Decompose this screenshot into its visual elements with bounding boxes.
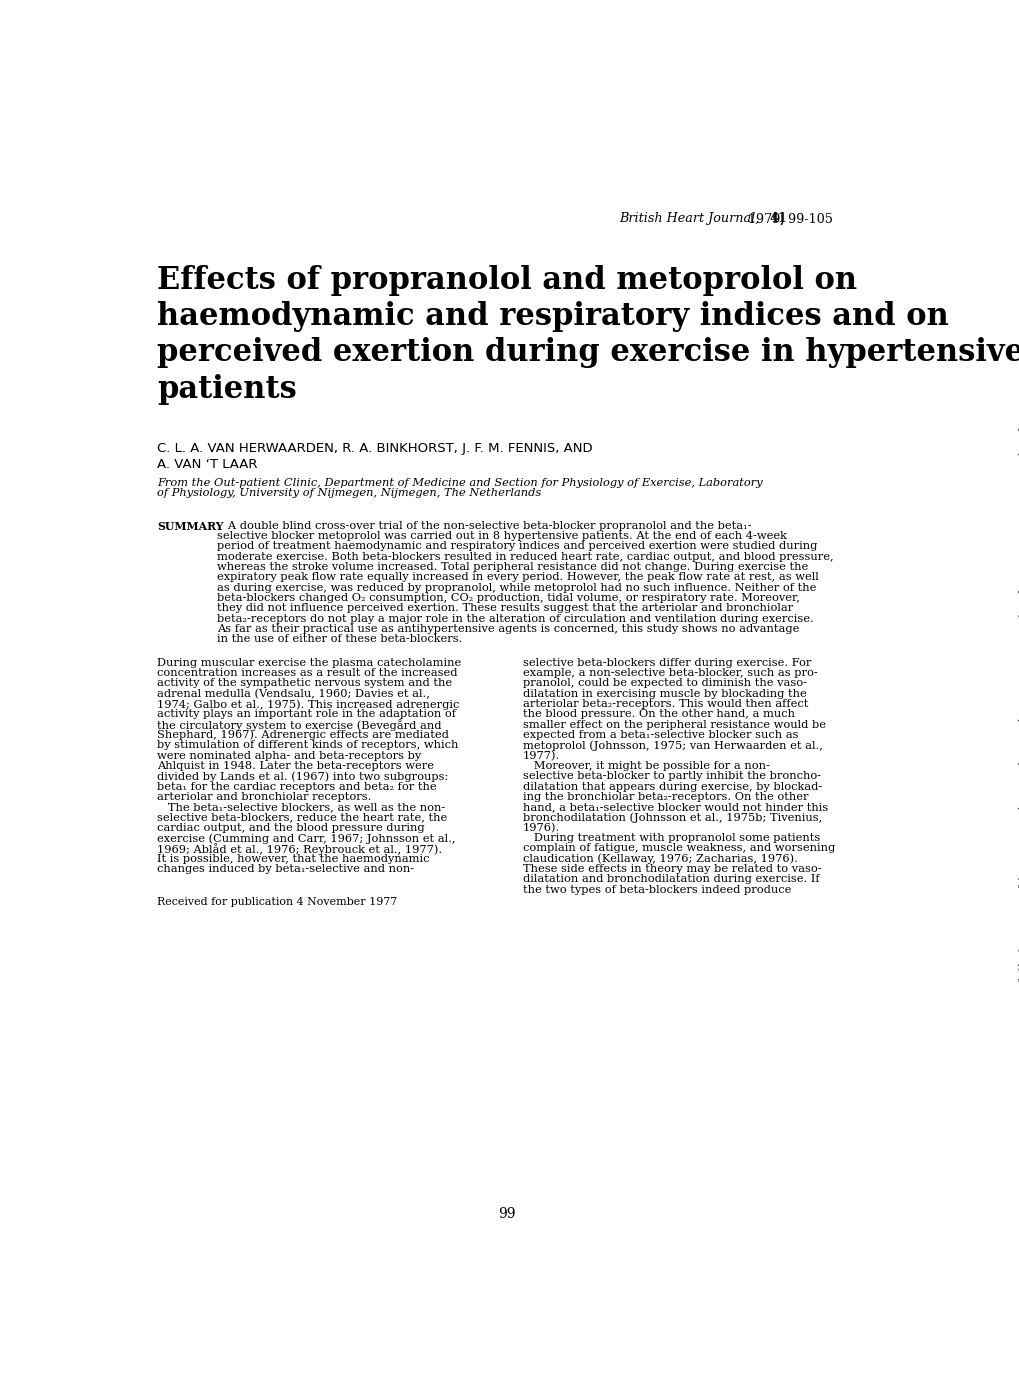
Text: the circulatory system to exercise (Bevegård and: the circulatory system to exercise (Beve… — [157, 720, 441, 731]
Text: concentration increases as a result of the increased: concentration increases as a result of t… — [157, 669, 457, 678]
Text: During treatment with propranolol some patients: During treatment with propranolol some p… — [522, 834, 819, 843]
Text: the blood pressure. On the other hand, a much: the blood pressure. On the other hand, a… — [522, 709, 794, 720]
Text: Ahlquist in 1948. Later the beta-receptors were: Ahlquist in 1948. Later the beta-recepto… — [157, 761, 433, 771]
Text: These side effects in theory may be related to vaso-: These side effects in theory may be rela… — [522, 864, 820, 874]
Text: expected from a beta₁-selective blocker such as: expected from a beta₁-selective blocker … — [522, 730, 798, 739]
Text: claudication (Kellaway, 1976; Zacharias, 1976).: claudication (Kellaway, 1976; Zacharias,… — [522, 854, 797, 864]
Text: A double blind cross-over trial of the non-selective beta-blocker propranolol an: A double blind cross-over trial of the n… — [216, 520, 750, 531]
Text: selective beta-blockers, reduce the heart rate, the: selective beta-blockers, reduce the hear… — [157, 813, 446, 822]
Text: beta₂-receptors do not play a major role in the alteration of circulation and ve: beta₂-receptors do not play a major role… — [216, 613, 812, 624]
Text: selective beta-blocker to partly inhibit the broncho-: selective beta-blocker to partly inhibit… — [522, 771, 820, 781]
Text: British Heart Journal,: British Heart Journal, — [619, 212, 759, 225]
Text: 1976).: 1976). — [522, 822, 559, 834]
Text: hand, a beta₁-selective blocker would not hinder this: hand, a beta₁-selective blocker would no… — [522, 802, 827, 813]
Text: activity of the sympathetic nervous system and the: activity of the sympathetic nervous syst… — [157, 678, 451, 688]
Text: arteriolar beta₂-receptors. This would then affect: arteriolar beta₂-receptors. This would t… — [522, 699, 807, 709]
Text: dilatation in exercising muscle by blockading the: dilatation in exercising muscle by block… — [522, 689, 806, 699]
Text: Shephard, 1967). Adrenergic effects are mediated: Shephard, 1967). Adrenergic effects are … — [157, 730, 448, 741]
Text: 1977).: 1977). — [522, 750, 559, 761]
Text: During muscular exercise the plasma catecholamine: During muscular exercise the plasma cate… — [157, 657, 461, 667]
Text: of Physiology, University of Nijmegen, Nijmegen, The Netherlands: of Physiology, University of Nijmegen, N… — [157, 488, 541, 498]
Text: bronchodilatation (Johnsson et al., 1975b; Tivenius,: bronchodilatation (Johnsson et al., 1975… — [522, 813, 821, 822]
Text: perceived exertion during exercise in hypertensive: perceived exertion during exercise in hy… — [157, 337, 1019, 369]
Text: 41: 41 — [768, 212, 787, 225]
Text: 1969; Ablåd et al., 1976; Reybrouck et al., 1977).: 1969; Ablåd et al., 1976; Reybrouck et a… — [157, 843, 441, 856]
Text: Br Heart J: first published as 10.1136/hrt.41.1.99 on 1 January 1979. Downloaded: Br Heart J: first published as 10.1136/h… — [1016, 395, 1019, 992]
Text: by stimulation of different kinds of receptors, which: by stimulation of different kinds of rec… — [157, 741, 458, 750]
Text: The beta₁-selective blockers, as well as the non-: The beta₁-selective blockers, as well as… — [157, 802, 444, 813]
Text: divided by Lands et al. (1967) into two subgroups:: divided by Lands et al. (1967) into two … — [157, 771, 447, 782]
Text: pranolol, could be expected to diminish the vaso-: pranolol, could be expected to diminish … — [522, 678, 806, 688]
Text: exercise (Cumming and Carr, 1967; Johnsson et al.,: exercise (Cumming and Carr, 1967; Johnss… — [157, 834, 455, 843]
Text: period of treatment haemodynamic and respiratory indices and perceived exertion : period of treatment haemodynamic and res… — [216, 541, 816, 551]
Text: Effects of propranolol and metoprolol on: Effects of propranolol and metoprolol on — [157, 265, 856, 295]
Text: expiratory peak flow rate equally increased in every period. However, the peak f: expiratory peak flow rate equally increa… — [216, 573, 817, 583]
Text: selective blocker metoprolol was carried out in 8 hypertensive patients. At the : selective blocker metoprolol was carried… — [216, 531, 786, 541]
Text: C. L. A. VAN HERWAARDEN, R. A. BINKHORST, J. F. M. FENNIS, AND: C. L. A. VAN HERWAARDEN, R. A. BINKHORST… — [157, 442, 592, 455]
Text: the two types of beta-blockers indeed produce: the two types of beta-blockers indeed pr… — [522, 885, 791, 895]
Text: as during exercise, was reduced by propranolol, while metoprolol had no such inf: as during exercise, was reduced by propr… — [216, 583, 815, 592]
Text: in the use of either of these beta-blockers.: in the use of either of these beta-block… — [216, 634, 462, 644]
Text: changes induced by beta₁-selective and non-: changes induced by beta₁-selective and n… — [157, 864, 414, 874]
Text: dilatation that appears during exercise, by blockad-: dilatation that appears during exercise,… — [522, 781, 821, 792]
Text: haemodynamic and respiratory indices and on: haemodynamic and respiratory indices and… — [157, 301, 948, 333]
Text: beta₁ for the cardiac receptors and beta₂ for the: beta₁ for the cardiac receptors and beta… — [157, 781, 436, 792]
Text: It is possible, however, that the haemodynamic: It is possible, however, that the haemod… — [157, 854, 429, 864]
Text: selective beta-blockers differ during exercise. For: selective beta-blockers differ during ex… — [522, 657, 810, 667]
Text: arteriolar and bronchiolar receptors.: arteriolar and bronchiolar receptors. — [157, 792, 371, 802]
Text: dilatation and bronchodilatation during exercise. If: dilatation and bronchodilatation during … — [522, 874, 818, 885]
Text: 1979,: 1979, — [743, 212, 788, 225]
Text: metoprolol (Johnsson, 1975; van Herwaarden et al.,: metoprolol (Johnsson, 1975; van Herwaard… — [522, 741, 821, 750]
Text: moderate exercise. Both beta-blockers resulted in reduced heart rate, cardiac ou: moderate exercise. Both beta-blockers re… — [216, 552, 833, 562]
Text: complain of fatigue, muscle weakness, and worsening: complain of fatigue, muscle weakness, an… — [522, 843, 835, 853]
Text: activity plays an important role in the adaptation of: activity plays an important role in the … — [157, 709, 455, 720]
Text: example, a non-selective beta-blocker, such as pro-: example, a non-selective beta-blocker, s… — [522, 669, 816, 678]
Text: As far as their practical use as antihypertensive agents is concerned, this stud: As far as their practical use as antihyp… — [216, 624, 798, 634]
Text: 99: 99 — [498, 1208, 516, 1222]
Text: beta-blockers changed O₂ consumption, CO₂ production, tidal volume, or respirato: beta-blockers changed O₂ consumption, CO… — [216, 592, 799, 603]
Text: smaller effect on the peripheral resistance would be: smaller effect on the peripheral resista… — [522, 720, 825, 730]
Text: adrenal medulla (Vendsalu, 1960; Davies et al.,: adrenal medulla (Vendsalu, 1960; Davies … — [157, 689, 429, 699]
Text: patients: patients — [157, 373, 297, 405]
Text: cardiac output, and the blood pressure during: cardiac output, and the blood pressure d… — [157, 822, 424, 832]
Text: A. VAN ‘T LAAR: A. VAN ‘T LAAR — [157, 458, 257, 470]
Text: whereas the stroke volume increased. Total peripheral resistance did not change.: whereas the stroke volume increased. Tot… — [216, 562, 807, 571]
Text: they did not influence perceived exertion. These results suggest that the arteri: they did not influence perceived exertio… — [216, 603, 792, 613]
Text: Moreover, it might be possible for a non-: Moreover, it might be possible for a non… — [522, 761, 769, 771]
Text: From the Out-patient Clinic, Department of Medicine and Section for Physiology o: From the Out-patient Clinic, Department … — [157, 477, 762, 487]
Text: were nominated alpha- and beta-receptors by: were nominated alpha- and beta-receptors… — [157, 750, 421, 760]
Text: SUMMARY: SUMMARY — [157, 520, 223, 531]
Text: 1974; Galbo et al., 1975). This increased adrenergic: 1974; Galbo et al., 1975). This increase… — [157, 699, 459, 710]
Text: , 99-105: , 99-105 — [780, 212, 833, 225]
Text: Received for publication 4 November 1977: Received for publication 4 November 1977 — [157, 897, 396, 907]
Text: ing the bronchiolar beta₂-receptors. On the other: ing the bronchiolar beta₂-receptors. On … — [522, 792, 807, 802]
